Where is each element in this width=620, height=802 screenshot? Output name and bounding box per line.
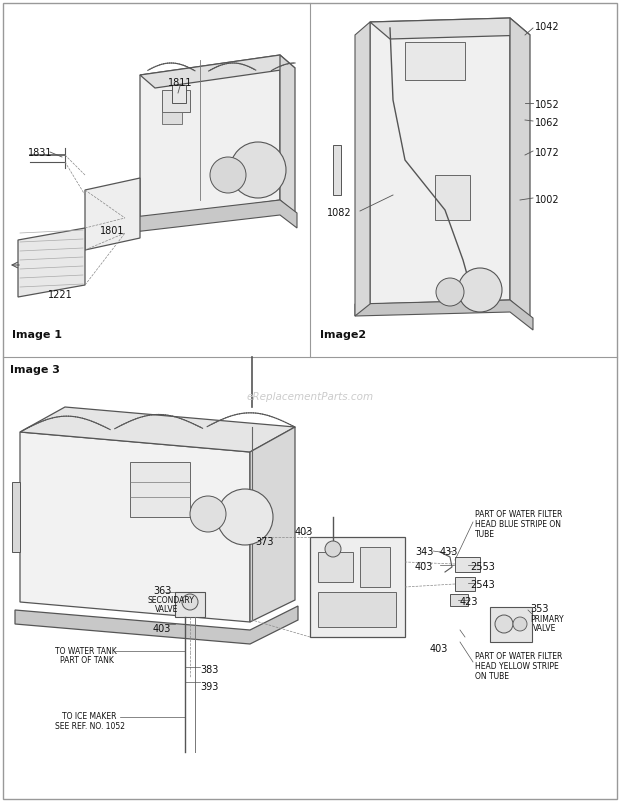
Text: 2553: 2553 bbox=[470, 562, 495, 572]
Text: Image 1: Image 1 bbox=[12, 330, 62, 340]
Bar bbox=[450, 594, 468, 606]
Text: 1221: 1221 bbox=[48, 290, 73, 300]
Polygon shape bbox=[18, 228, 85, 297]
Text: 433: 433 bbox=[440, 547, 458, 557]
Bar bbox=[455, 557, 480, 572]
Polygon shape bbox=[20, 407, 295, 452]
Bar bbox=[405, 42, 465, 80]
Bar bbox=[162, 112, 182, 124]
Polygon shape bbox=[15, 606, 298, 644]
Polygon shape bbox=[370, 18, 510, 304]
Text: 1062: 1062 bbox=[535, 118, 560, 128]
Text: TO ICE MAKER: TO ICE MAKER bbox=[62, 712, 117, 721]
Bar bbox=[455, 577, 475, 591]
Text: HEAD YELLOW STRIPE: HEAD YELLOW STRIPE bbox=[475, 662, 559, 671]
Text: SEE REF. NO. 1052: SEE REF. NO. 1052 bbox=[55, 722, 125, 731]
Circle shape bbox=[495, 615, 513, 633]
Bar bbox=[318, 592, 396, 627]
Text: 1082: 1082 bbox=[327, 208, 352, 218]
Circle shape bbox=[217, 489, 273, 545]
Text: TUBE: TUBE bbox=[475, 530, 495, 539]
Text: Image2: Image2 bbox=[320, 330, 366, 340]
Text: 343: 343 bbox=[415, 547, 433, 557]
Polygon shape bbox=[140, 55, 280, 220]
Bar bbox=[490, 607, 532, 642]
Bar bbox=[333, 145, 341, 195]
Circle shape bbox=[190, 496, 226, 532]
Text: 1831: 1831 bbox=[28, 148, 53, 158]
Text: 403: 403 bbox=[295, 527, 313, 537]
Text: 393: 393 bbox=[200, 682, 218, 692]
Text: 1042: 1042 bbox=[535, 22, 560, 32]
Circle shape bbox=[210, 157, 246, 193]
Text: Image 3: Image 3 bbox=[10, 365, 60, 375]
Text: 383: 383 bbox=[200, 665, 218, 675]
Text: PART OF TANK: PART OF TANK bbox=[60, 656, 114, 665]
Bar bbox=[435, 175, 470, 220]
Bar bbox=[12, 482, 20, 552]
Text: TO WATER TANK: TO WATER TANK bbox=[55, 647, 117, 656]
Text: eReplacementParts.com: eReplacementParts.com bbox=[246, 392, 374, 402]
Circle shape bbox=[458, 268, 502, 312]
Circle shape bbox=[436, 278, 464, 306]
Text: 1052: 1052 bbox=[535, 100, 560, 110]
Text: 1002: 1002 bbox=[535, 195, 560, 205]
Text: 2543: 2543 bbox=[470, 580, 495, 590]
Circle shape bbox=[325, 541, 341, 557]
Text: 403: 403 bbox=[415, 562, 433, 572]
Bar bbox=[175, 592, 205, 617]
Circle shape bbox=[182, 594, 198, 610]
Polygon shape bbox=[125, 200, 297, 233]
Polygon shape bbox=[355, 22, 370, 316]
Text: PART OF WATER FILTER: PART OF WATER FILTER bbox=[475, 652, 562, 661]
Text: PART OF WATER FILTER: PART OF WATER FILTER bbox=[475, 510, 562, 519]
Text: 1072: 1072 bbox=[535, 148, 560, 158]
Polygon shape bbox=[280, 55, 295, 213]
Text: 403: 403 bbox=[430, 644, 448, 654]
Bar bbox=[318, 552, 353, 582]
Text: 363: 363 bbox=[153, 586, 171, 596]
Circle shape bbox=[513, 617, 527, 631]
Polygon shape bbox=[510, 18, 530, 318]
Text: HEAD BLUE STRIPE ON: HEAD BLUE STRIPE ON bbox=[475, 520, 561, 529]
Polygon shape bbox=[250, 427, 295, 622]
Polygon shape bbox=[310, 537, 405, 637]
Text: PRIMARY: PRIMARY bbox=[530, 615, 564, 624]
Circle shape bbox=[230, 142, 286, 198]
Polygon shape bbox=[20, 432, 250, 622]
Text: ON TUBE: ON TUBE bbox=[475, 672, 509, 681]
Polygon shape bbox=[370, 18, 530, 39]
Text: 403: 403 bbox=[153, 624, 171, 634]
Text: 353: 353 bbox=[530, 604, 549, 614]
Bar bbox=[172, 85, 186, 103]
Text: 1811: 1811 bbox=[168, 78, 192, 88]
Polygon shape bbox=[140, 55, 295, 88]
Text: 373: 373 bbox=[255, 537, 273, 547]
Bar bbox=[130, 462, 190, 517]
Text: VALVE: VALVE bbox=[155, 605, 179, 614]
Bar bbox=[360, 547, 390, 587]
Text: 1801: 1801 bbox=[100, 226, 125, 236]
Text: 423: 423 bbox=[460, 597, 479, 607]
Bar bbox=[162, 90, 190, 112]
Text: VALVE: VALVE bbox=[533, 624, 556, 633]
Text: SECONDARY: SECONDARY bbox=[148, 596, 195, 605]
Polygon shape bbox=[355, 300, 533, 330]
Polygon shape bbox=[85, 178, 140, 250]
